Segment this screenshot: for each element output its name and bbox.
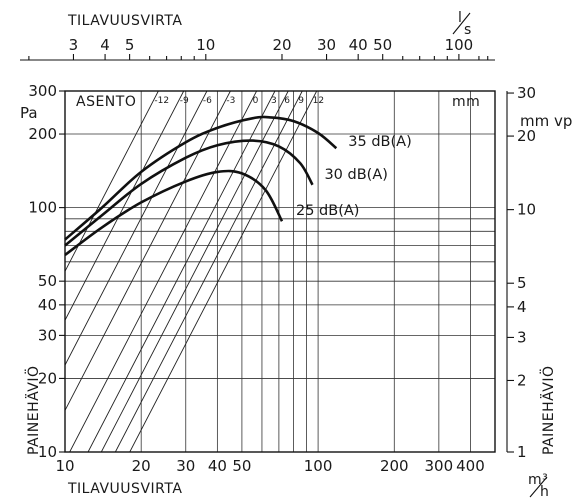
y2-tick-label: 4 xyxy=(517,298,527,316)
top-tick-label: 20 xyxy=(272,36,291,54)
x-tick-label: 300 xyxy=(425,457,454,475)
top-axis-title: TILAVUUSVIRTA xyxy=(67,13,182,29)
y2-axis-ticks: 1 2 3 4 5 10 20 30 xyxy=(507,84,536,461)
y-axis: Pa 10 20 30 40 50 100 200 300 PAINEHÄVIÖ xyxy=(20,82,65,461)
y2-tick-label: 5 xyxy=(517,274,527,292)
position-label-value: -6 xyxy=(203,96,212,106)
sound-curve xyxy=(64,169,284,257)
y2-tick-label: 3 xyxy=(517,328,527,346)
position-line xyxy=(65,91,185,322)
sound-curve xyxy=(64,115,338,241)
position-label-value: 9 xyxy=(298,96,304,106)
x-tick-label: 30 xyxy=(176,457,195,475)
x-tick-label: 20 xyxy=(132,457,151,475)
position-label-value: 6 xyxy=(284,96,290,106)
sound-curves: 35 dB(A) 30 dB(A) 25 dB(A) xyxy=(64,115,412,257)
y2-tick-label: 1 xyxy=(517,443,527,461)
x-axis-unit-top: m³ xyxy=(528,472,548,488)
y2-axis-title: PAINEHÄVIÖ xyxy=(539,365,557,455)
x-tick-label: 100 xyxy=(304,457,333,475)
y2-axis-unit: mm vp xyxy=(520,112,572,130)
position-line xyxy=(65,91,231,412)
y-tick-label: 200 xyxy=(28,125,57,143)
sound-curve xyxy=(64,139,314,247)
top-axis-unit-slash xyxy=(452,12,471,35)
y-tick-label: 30 xyxy=(38,326,57,344)
y2-tick-label: 10 xyxy=(517,201,536,219)
top-tick-label: 30 xyxy=(317,36,336,54)
position-line xyxy=(114,91,303,452)
position-label-value: -9 xyxy=(180,96,189,106)
position-label-value: 3 xyxy=(271,96,277,106)
top-axis-unit-bottom: s xyxy=(464,22,472,38)
position-line xyxy=(65,91,208,367)
position-label: ASENTO xyxy=(76,94,136,110)
plot-frame xyxy=(64,90,496,453)
top-tick-label: 4 xyxy=(100,36,110,54)
position-line xyxy=(65,91,159,273)
top-tick-label: 100 xyxy=(445,36,474,54)
y-axis-unit: Pa xyxy=(20,104,38,122)
y-tick-label: 10 xyxy=(38,443,57,461)
top-tick-label: 50 xyxy=(373,36,392,54)
y-axis-ticks: 10 20 30 40 50 100 200 300 xyxy=(28,82,65,461)
grid xyxy=(65,91,495,452)
y-tick-label: 40 xyxy=(38,296,57,314)
top-tick-label: 3 xyxy=(69,36,79,54)
position-label-value: 0 xyxy=(253,96,259,106)
position-labels: -12 -9 -6 -3 0 3 6 9 12 xyxy=(154,96,324,106)
y-axis-title: PAINEHÄVIÖ xyxy=(24,365,42,455)
position-label-value: 12 xyxy=(313,96,324,106)
top-tick-label: 5 xyxy=(125,36,135,54)
position-unit: mm xyxy=(452,94,480,110)
sound-curve-label: 35 dB(A) xyxy=(348,134,411,150)
sound-curve-label: 30 dB(A) xyxy=(324,167,387,183)
y-tick-label: 50 xyxy=(38,272,57,290)
x-tick-label: 10 xyxy=(55,457,74,475)
x-tick-label: 400 xyxy=(456,457,485,475)
position-label-value: -12 xyxy=(154,96,169,106)
x-axis: 10 20 30 40 50 100 200 300 400 TILAVUUSVIRTA m³ … xyxy=(55,457,549,498)
position-label-value: -3 xyxy=(226,96,235,106)
top-tick-label: 40 xyxy=(349,36,368,54)
position-header: ASENTO mm -12 -9 -6 -3 0 3 6 9 12 xyxy=(76,94,480,110)
x-axis-unit-bottom: h xyxy=(540,484,549,498)
y2-tick-label: 30 xyxy=(517,84,536,102)
x-axis-title: TILAVUUSVIRTA xyxy=(67,481,182,497)
position-line xyxy=(69,91,258,452)
position-line xyxy=(87,91,276,452)
x-axis-ticks: 10 20 30 40 50 100 200 300 400 xyxy=(55,457,484,475)
y-tick-label: 20 xyxy=(38,369,57,387)
top-axis: TILAVUUSVIRTA l s 3 4 5 10 20 30 40 50 100 xyxy=(20,10,495,61)
top-tick-label: 10 xyxy=(196,36,215,54)
x-tick-label: 200 xyxy=(380,457,409,475)
x-axis-unit-slash xyxy=(529,476,548,498)
position-line xyxy=(100,91,289,452)
top-axis-ticks: 3 4 5 10 20 30 40 50 100 xyxy=(28,36,489,60)
y2-tick-label: 20 xyxy=(517,127,536,145)
sound-curve-label: 25 dB(A) xyxy=(296,203,359,219)
x-tick-label: 50 xyxy=(232,457,251,475)
y-tick-label: 100 xyxy=(28,199,57,217)
x-tick-label: 40 xyxy=(208,457,227,475)
y-tick-label: 300 xyxy=(28,82,57,100)
y2-axis: mm vp 1 2 3 4 5 10 20 30 PAINEHÄVIÖ xyxy=(506,84,572,461)
top-axis-unit-top: l xyxy=(458,10,462,26)
y2-tick-label: 2 xyxy=(517,371,527,389)
